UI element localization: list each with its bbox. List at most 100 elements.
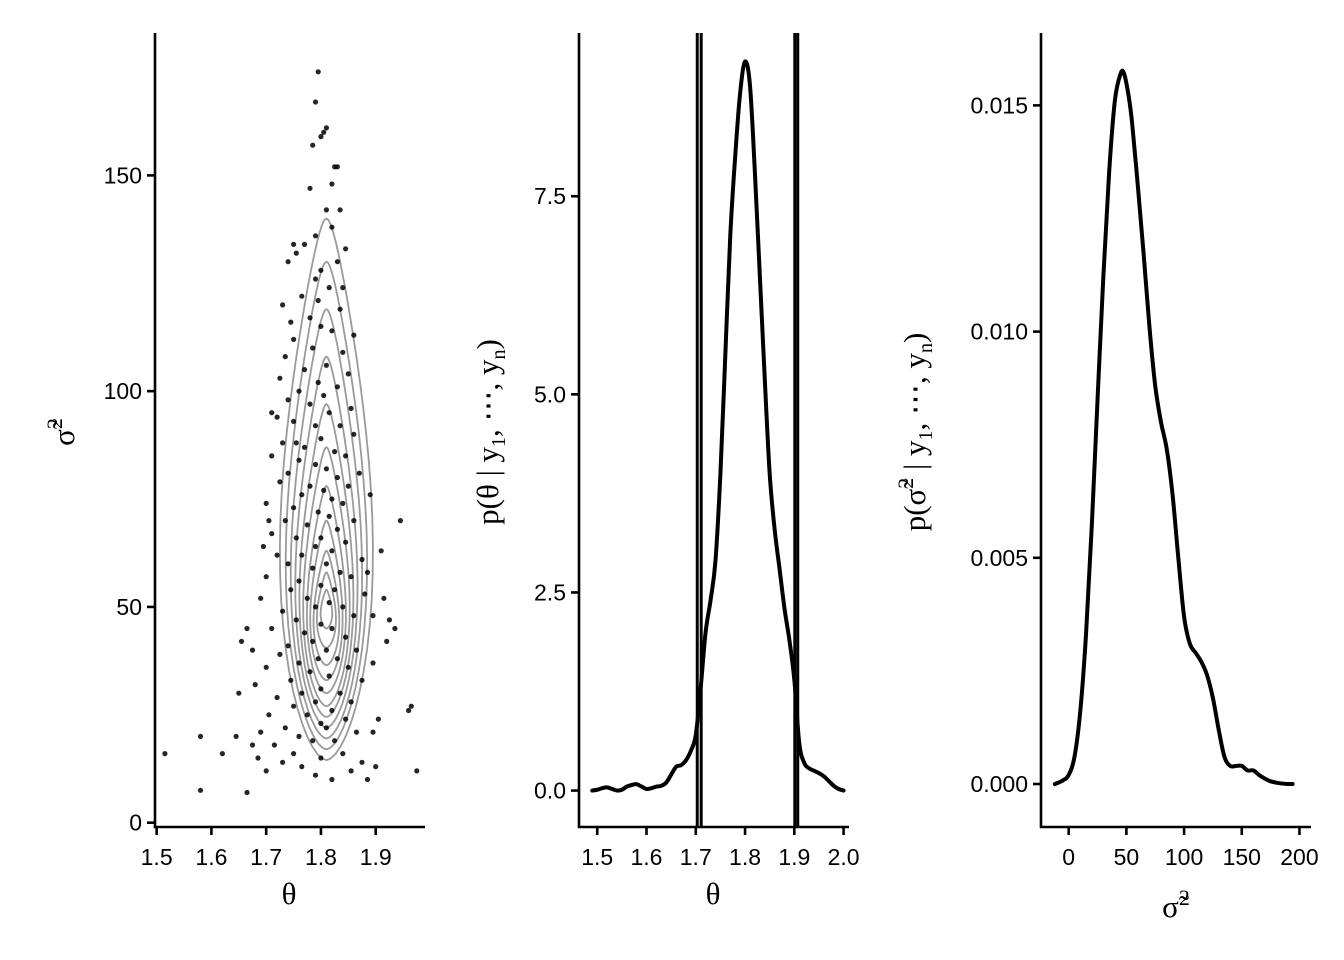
scatter-point — [370, 613, 376, 619]
scatter-point — [299, 293, 305, 299]
scatter-point — [296, 660, 302, 666]
scatter-point — [318, 323, 324, 329]
y-tick-label: 0.010 — [970, 319, 1028, 345]
axis-lines — [153, 33, 425, 829]
svg-text:σ̃2: σ̃2 — [1162, 885, 1190, 924]
scatter-point — [285, 397, 291, 403]
x-tick-label: 1.6 — [195, 844, 227, 870]
density-curve — [1052, 68, 1295, 787]
scatter-point — [293, 535, 299, 541]
scatter-point — [367, 492, 373, 498]
scatter-point — [277, 651, 283, 658]
x-tick-label: 150 — [1223, 844, 1261, 870]
scatter-point — [280, 440, 286, 446]
scatter-point — [348, 768, 354, 774]
scatter-point — [288, 319, 294, 325]
x-tick-label: 1.9 — [360, 844, 392, 870]
scatter-point — [312, 233, 319, 239]
y-tick-label: 100 — [104, 378, 142, 404]
scatter-point — [323, 207, 329, 213]
scatter-point — [258, 729, 264, 735]
scatter-point — [348, 699, 354, 705]
panel-theta-density: 1.5 1.6 1.7 1.8 1.9 2.0 0.0 2.5 5.0 7.5 θ p(θ | y… — [470, 33, 860, 911]
scatter-point — [301, 444, 308, 450]
scatter-point — [343, 246, 349, 252]
y-tick-label: 0.005 — [970, 545, 1028, 571]
scatter-point — [269, 410, 275, 416]
scatter-points — [162, 69, 420, 796]
scatter-point — [301, 241, 308, 247]
scatter-point — [332, 164, 338, 170]
scatter-point — [323, 362, 329, 368]
interval-lines — [695, 33, 800, 827]
scatter-point — [296, 388, 302, 394]
scatter-point — [197, 733, 204, 740]
x-tick-label: 1.5 — [141, 844, 173, 870]
scatter-point — [291, 751, 297, 757]
contour-line — [294, 355, 359, 729]
scatter-point — [351, 332, 357, 338]
scatter-point — [263, 500, 269, 506]
scatter-point — [307, 185, 313, 191]
scatter-point — [384, 638, 390, 645]
scatter-point — [274, 694, 280, 701]
scatter-point — [258, 595, 264, 601]
scatter-point — [334, 474, 340, 481]
scatter-point — [318, 755, 324, 761]
scatter-point — [370, 660, 376, 666]
scatter-point — [340, 500, 346, 506]
y-tick-label: 7.5 — [534, 183, 566, 209]
scatter-point — [285, 470, 291, 476]
scatter-point — [296, 578, 302, 584]
scatter-point — [307, 315, 313, 321]
scatter-point — [307, 401, 313, 407]
scatter-point — [408, 703, 414, 709]
scatter-point — [310, 638, 316, 645]
scatter-point — [296, 457, 302, 463]
axes: 1.5 1.6 1.7 1.8 1.9 2.0 0.0 2.5 5.0 7.5 — [534, 33, 860, 870]
scatter-point — [337, 423, 343, 429]
scatter-point — [266, 712, 272, 718]
scatter-point — [274, 414, 280, 420]
scatter-point — [307, 669, 313, 675]
scatter-point — [291, 703, 297, 709]
scatter-point — [386, 617, 392, 623]
scatter-point — [315, 656, 321, 662]
x-tick-label: 1.7 — [250, 844, 282, 870]
scatter-point — [381, 595, 387, 601]
scatter-point — [280, 759, 286, 765]
scatter-point — [236, 690, 242, 696]
density-contours — [278, 217, 374, 761]
x-tick-label: 2.0 — [828, 844, 860, 870]
scatter-point — [263, 768, 269, 774]
scatter-point — [406, 707, 412, 714]
scatter-point — [304, 712, 310, 718]
scatter-point — [345, 371, 351, 377]
scatter-point — [332, 738, 338, 744]
scatter-point — [310, 565, 316, 571]
scatter-point — [312, 604, 319, 610]
scatter-point — [282, 518, 288, 524]
contour-line — [298, 402, 355, 718]
scatter-point — [315, 69, 321, 75]
scatter-point — [255, 755, 261, 761]
scatter-point — [321, 392, 327, 399]
x-tick-label: 1.7 — [680, 844, 712, 870]
axis-lines — [1039, 33, 1311, 829]
x-tick-label: 1.6 — [631, 844, 663, 870]
density-curve — [590, 59, 846, 793]
scatter-point — [271, 742, 277, 748]
scatter-point — [318, 621, 324, 627]
y-tick-label: 0 — [129, 810, 142, 836]
scatter-point — [244, 625, 250, 632]
scatter-point — [378, 548, 384, 554]
contour-line — [319, 588, 334, 630]
scatter-point — [353, 729, 360, 735]
scatter-point — [269, 453, 275, 459]
scatter-point — [252, 682, 258, 688]
scatter-point — [329, 224, 335, 230]
scatter-point — [263, 574, 269, 580]
scatter-point — [315, 297, 321, 304]
scatter-point — [337, 690, 343, 696]
scatter-point — [414, 768, 420, 774]
